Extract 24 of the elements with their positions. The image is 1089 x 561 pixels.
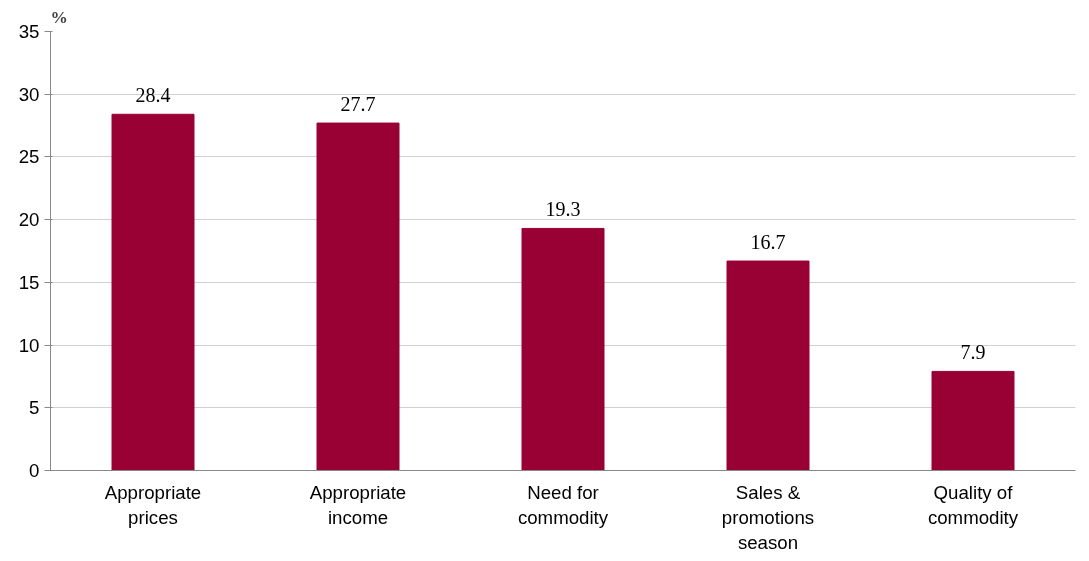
y-tick-label: 10 xyxy=(18,334,40,356)
y-tick-label: 20 xyxy=(18,209,40,231)
data-label: 16.7 xyxy=(750,231,786,254)
y-tick-label: 30 xyxy=(18,83,40,105)
x-tick-label: Sales & promotions season xyxy=(721,481,815,553)
y-tick-label: 25 xyxy=(18,146,40,168)
bar xyxy=(111,113,195,471)
bar xyxy=(726,260,810,471)
y-tick-label: 35 xyxy=(18,21,40,42)
y-tick-label: 0 xyxy=(29,460,40,481)
y-axis-title: % xyxy=(50,7,68,27)
data-label: 19.3 xyxy=(545,198,581,221)
y-tick-label: 5 xyxy=(29,397,40,419)
x-tick-label: Need for commodity xyxy=(517,481,609,528)
x-tick-label: Appropriate income xyxy=(309,481,407,528)
x-tick-label: Quality of commodity xyxy=(927,481,1019,528)
data-label: 27.7 xyxy=(340,93,376,116)
bar xyxy=(931,370,1015,471)
bar xyxy=(521,227,605,471)
data-label: 28.4 xyxy=(135,84,171,107)
bar xyxy=(316,122,400,471)
x-tick-label: Appropriate prices xyxy=(104,481,202,528)
y-tick-label: 15 xyxy=(18,271,40,293)
data-label: 7.9 xyxy=(960,341,986,364)
